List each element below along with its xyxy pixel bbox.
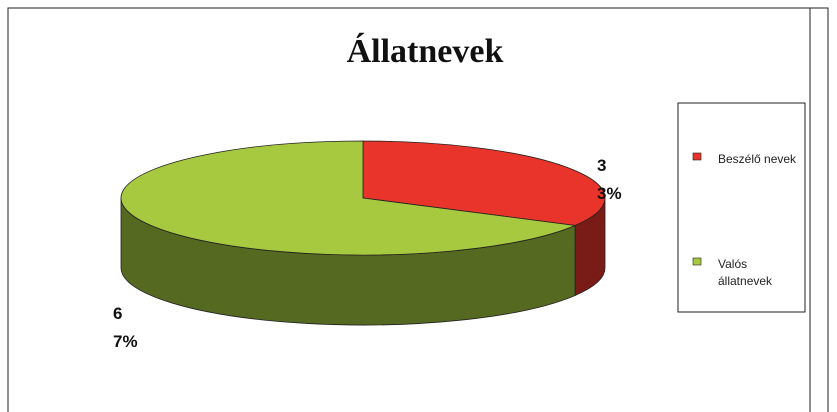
- legend-swatch: [692, 152, 702, 161]
- legend-label: Beszélő nevek: [718, 152, 797, 166]
- value-label: 33%: [597, 156, 622, 203]
- frame: [7, 7, 829, 412]
- chart-title: Állatnevek: [347, 33, 504, 70]
- legend-swatch: [692, 257, 702, 266]
- slice: [120, 140, 577, 256]
- value-label: 67%: [113, 304, 138, 351]
- slice: [362, 140, 606, 226]
- legend-box: [677, 102, 806, 313]
- legend-label: Valós állatnevek: [718, 257, 773, 288]
